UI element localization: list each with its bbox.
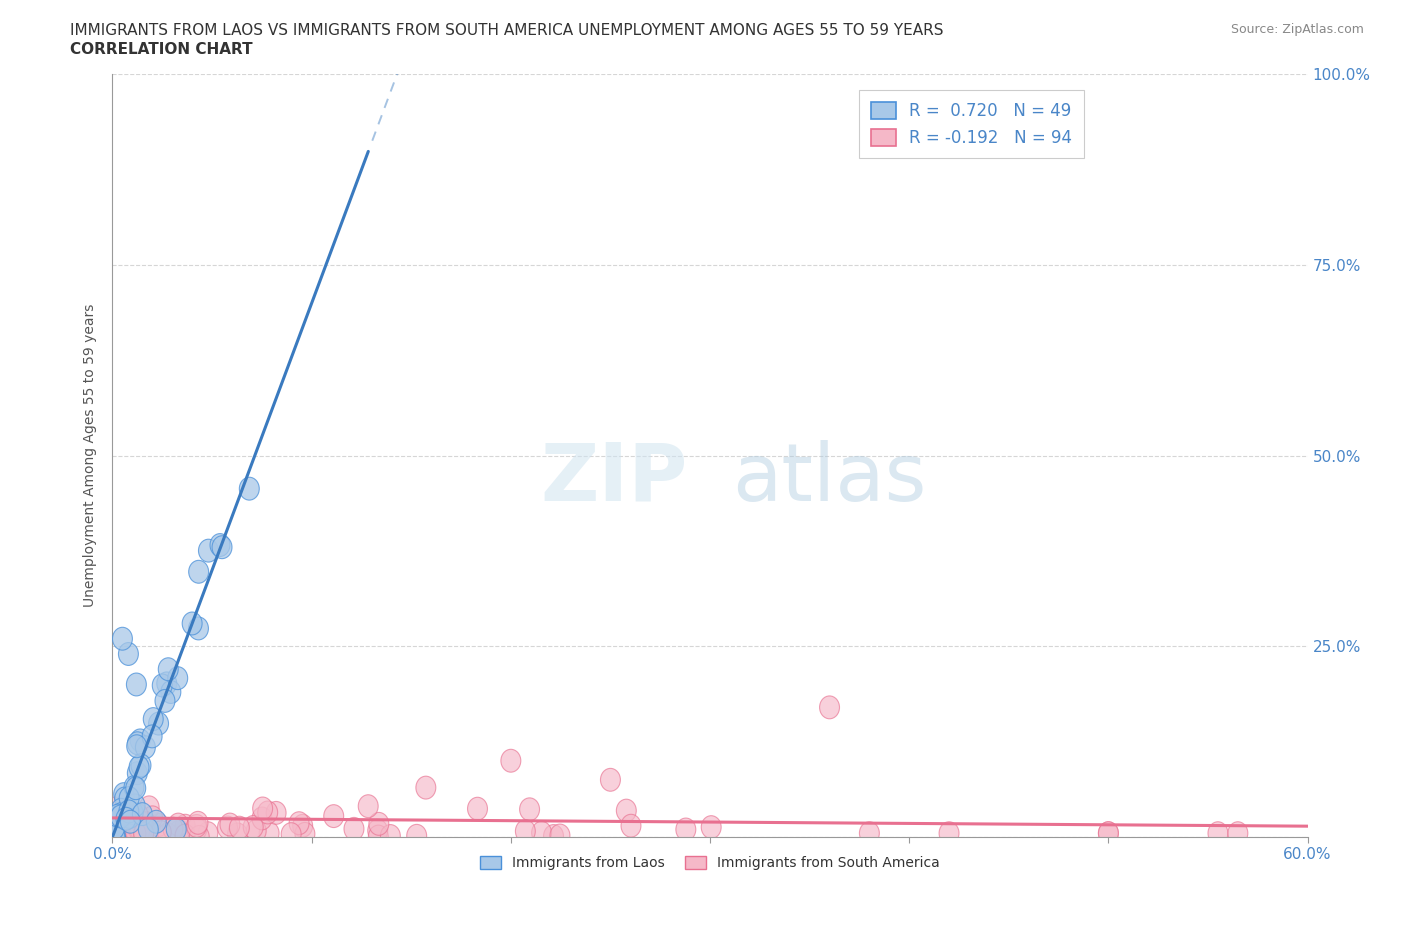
Y-axis label: Unemployment Among Ages 55 to 59 years: Unemployment Among Ages 55 to 59 years: [83, 304, 97, 607]
Text: IMMIGRANTS FROM LAOS VS IMMIGRANTS FROM SOUTH AMERICA UNEMPLOYMENT AMONG AGES 55: IMMIGRANTS FROM LAOS VS IMMIGRANTS FROM …: [70, 23, 943, 38]
Text: ZIP: ZIP: [541, 440, 688, 518]
Text: Source: ZipAtlas.com: Source: ZipAtlas.com: [1230, 23, 1364, 36]
Text: CORRELATION CHART: CORRELATION CHART: [70, 42, 253, 57]
Text: atlas: atlas: [733, 440, 927, 518]
Legend: Immigrants from Laos, Immigrants from South America: Immigrants from Laos, Immigrants from So…: [474, 851, 946, 876]
